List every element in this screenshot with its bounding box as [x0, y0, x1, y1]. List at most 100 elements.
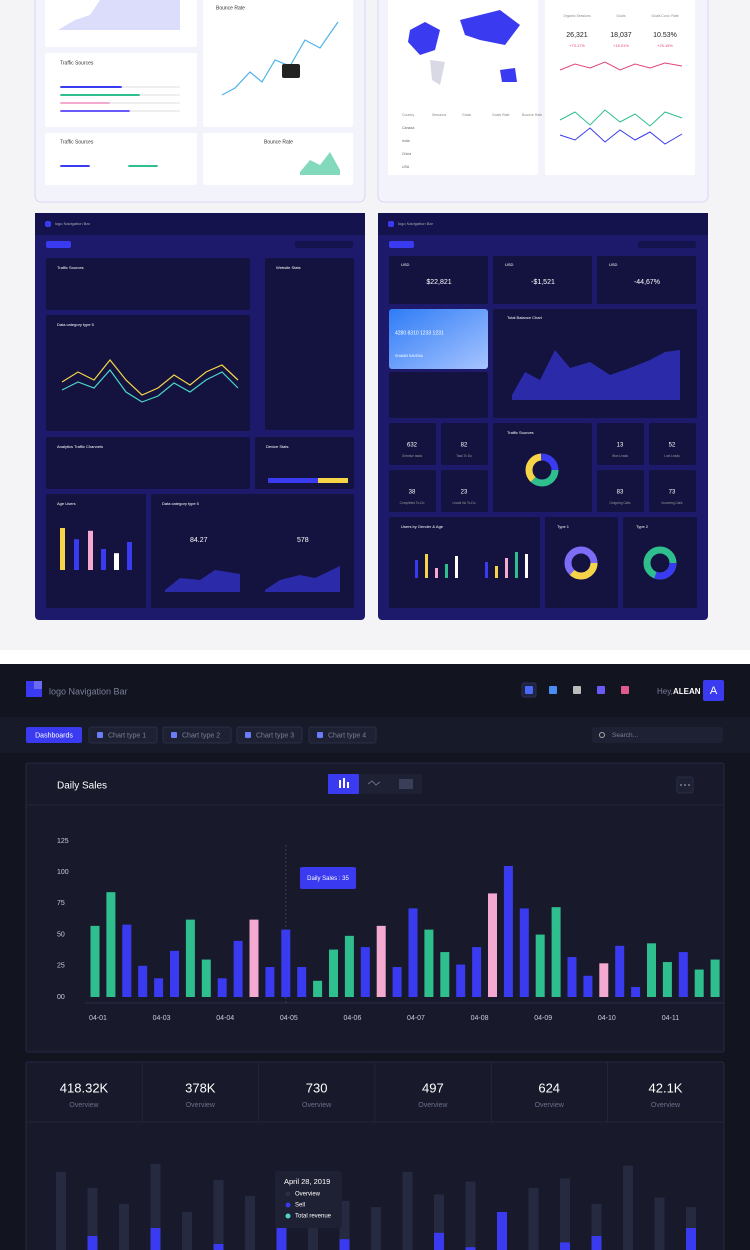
- decor-bar: [455, 556, 458, 578]
- more-dot: [684, 784, 686, 786]
- tab: [46, 241, 71, 248]
- tile: [389, 423, 436, 465]
- bar: [503, 865, 513, 997]
- x-tick-label: 04-10: [598, 1015, 616, 1022]
- bar: [694, 969, 704, 997]
- card: [46, 258, 250, 310]
- label: logo Navigation Bar: [398, 221, 434, 226]
- tooltip: [282, 64, 300, 78]
- decor-bar: [435, 568, 438, 578]
- bar: [591, 1204, 602, 1250]
- card: [265, 258, 354, 430]
- search-box[interactable]: [592, 727, 723, 743]
- legend-dot: [285, 1191, 291, 1197]
- y-tick-label: 00: [57, 994, 65, 1001]
- bar: [710, 959, 720, 997]
- bar: [233, 940, 243, 997]
- bar: [560, 1178, 570, 1250]
- chart-card: [25, 762, 725, 1053]
- toggle-glyph: [399, 779, 413, 789]
- icon-glyph: [525, 686, 533, 694]
- card: [493, 423, 592, 512]
- card: [597, 256, 696, 304]
- card: [389, 256, 488, 304]
- card: [45, 53, 197, 127]
- bar: [276, 1220, 287, 1250]
- avatar[interactable]: [703, 680, 724, 701]
- tooltip: [300, 867, 356, 889]
- decor-area: [300, 152, 340, 175]
- legend-label: Overview: [295, 1192, 321, 1198]
- label: 38: [409, 490, 416, 496]
- bar: [408, 908, 418, 997]
- tab-label: Chart type 4: [328, 732, 366, 739]
- y-tick-label: 75: [57, 900, 65, 907]
- bar: [528, 1188, 539, 1250]
- label: 4280 8310 1233 1231: [395, 330, 444, 336]
- decor-bar: [60, 94, 140, 96]
- bar: [440, 952, 450, 997]
- tile: [441, 470, 488, 512]
- label: Hey,: [657, 687, 673, 696]
- label: Users by Gender & Age: [401, 524, 444, 529]
- bar: [519, 908, 529, 997]
- icon-glyph: [573, 686, 581, 694]
- bar: [376, 925, 386, 997]
- decor-map: [460, 10, 520, 45]
- label: +15.01%: [613, 43, 629, 48]
- label: Bounce Rate: [216, 5, 245, 11]
- bar: [90, 925, 100, 997]
- tab[interactable]: [162, 726, 232, 744]
- logo: [388, 221, 394, 227]
- legend-label: Total revenue: [295, 1214, 332, 1220]
- label: Type 2: [636, 524, 649, 529]
- label: 83: [617, 490, 624, 496]
- x-tick-label: 04-04: [216, 1015, 234, 1022]
- bar: [497, 1212, 507, 1250]
- bar: [647, 943, 656, 997]
- bar: [213, 1244, 224, 1250]
- label: 52: [669, 443, 676, 449]
- credit-card: [389, 309, 488, 369]
- label: USD: [505, 262, 514, 267]
- bar: [392, 967, 402, 997]
- x-tick-label: 04-07: [407, 1015, 425, 1022]
- tab[interactable]: [236, 726, 303, 744]
- tab[interactable]: [88, 726, 158, 744]
- bar: [185, 919, 195, 997]
- decor-bar: [60, 102, 110, 104]
- stat-value: 42.1K: [649, 1080, 683, 1095]
- bar: [182, 1212, 192, 1250]
- bar: [313, 980, 323, 997]
- label: 26,321: [566, 32, 588, 39]
- decor-bar: [74, 539, 79, 570]
- label: USA: [402, 165, 410, 169]
- decor-bar: [268, 478, 348, 483]
- search-icon: [599, 732, 605, 738]
- tab-icon: [97, 732, 103, 738]
- tab-icon: [245, 732, 251, 738]
- decor-bar: [425, 554, 428, 578]
- tab-icon: [317, 732, 323, 738]
- tab[interactable]: [308, 726, 377, 744]
- bar: [106, 892, 116, 997]
- bar: [591, 1236, 602, 1250]
- label: Traffic Sources: [507, 430, 534, 435]
- bar: [344, 935, 354, 997]
- divider: [0, 650, 750, 664]
- card: [255, 437, 354, 489]
- y-tick-label: 50: [57, 931, 65, 938]
- tab-label: Chart type 1: [108, 732, 146, 739]
- tab-label: Chart type 3: [256, 732, 294, 739]
- decor-donut: [525, 453, 559, 487]
- toggle-glyph: [347, 782, 349, 788]
- label: 18,037: [610, 32, 632, 39]
- label: Goals: [462, 113, 471, 117]
- tab[interactable]: [26, 727, 82, 743]
- tab-label: Dashboards: [35, 732, 73, 739]
- decor-bar: [60, 165, 90, 167]
- bar: [567, 957, 577, 997]
- toggle-glyph: [343, 778, 345, 788]
- label: Analytics Traffic Channels: [57, 444, 103, 449]
- decor-bar: [60, 110, 130, 112]
